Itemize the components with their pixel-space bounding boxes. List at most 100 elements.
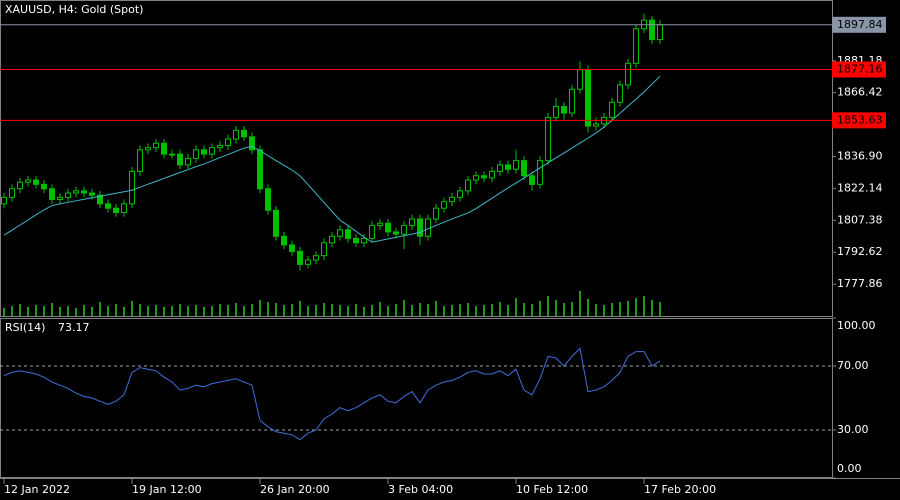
x-tick-label: 19 Jan 12:00 bbox=[132, 483, 202, 496]
volume-bar bbox=[147, 306, 149, 316]
volume-bar bbox=[219, 304, 221, 316]
y-tick-label: 0.00 bbox=[837, 462, 862, 475]
volume-bar bbox=[51, 303, 53, 316]
candle-body bbox=[449, 196, 455, 203]
candle-body bbox=[393, 231, 399, 235]
volume-bar bbox=[363, 307, 365, 316]
volume-bar bbox=[619, 302, 621, 316]
volume-bar bbox=[67, 306, 69, 316]
candle-body bbox=[97, 194, 103, 205]
candle-body bbox=[65, 192, 71, 198]
volume-bar bbox=[355, 304, 357, 316]
candle-body bbox=[529, 175, 535, 185]
volume-bar bbox=[579, 291, 581, 316]
candle-body bbox=[433, 207, 439, 220]
volume-bar bbox=[315, 305, 317, 316]
candle-body bbox=[505, 164, 511, 170]
volume-bar bbox=[659, 302, 661, 316]
candle-body bbox=[513, 160, 519, 170]
y-tick-label: 30.00 bbox=[837, 423, 869, 436]
candle-body bbox=[465, 179, 471, 192]
volume-bar bbox=[379, 302, 381, 316]
y-tick-label: 100.00 bbox=[837, 319, 876, 332]
volume-bar bbox=[83, 305, 85, 316]
candle-body bbox=[657, 24, 663, 41]
volume-bar bbox=[539, 301, 541, 316]
candle-body bbox=[193, 149, 199, 159]
candle-body bbox=[233, 129, 239, 140]
volume-bar bbox=[515, 298, 517, 316]
candle-body bbox=[257, 149, 263, 190]
candle-body bbox=[153, 142, 159, 149]
rsi-current: 73.17 bbox=[58, 321, 90, 334]
candle-body bbox=[297, 250, 303, 265]
volume-bar bbox=[259, 300, 261, 316]
volume-bar bbox=[195, 305, 197, 316]
candle-body bbox=[129, 170, 135, 205]
candle-body bbox=[161, 142, 167, 155]
candle-body bbox=[337, 229, 343, 237]
price-level-label: 1897.84 bbox=[837, 18, 883, 31]
candle-body bbox=[625, 62, 631, 86]
candle-body bbox=[553, 106, 559, 118]
candle-body bbox=[537, 160, 543, 185]
volume-bar bbox=[243, 306, 245, 316]
candle-body bbox=[273, 209, 279, 237]
y-tick-label: 1777.86 bbox=[837, 277, 883, 290]
candle-body bbox=[169, 153, 175, 156]
volume-bar bbox=[419, 303, 421, 316]
candle-body bbox=[265, 188, 271, 211]
volume-bar bbox=[203, 307, 205, 316]
y-tick-label: 1822.14 bbox=[837, 181, 883, 194]
x-tick-label: 10 Feb 12:00 bbox=[516, 483, 588, 496]
candle-body bbox=[305, 259, 311, 265]
candle-body bbox=[281, 235, 287, 246]
volume-bar bbox=[507, 305, 509, 316]
volume-bar bbox=[403, 300, 405, 316]
y-tick-label: 70.00 bbox=[837, 359, 869, 372]
candle-body bbox=[369, 224, 375, 239]
candle-body bbox=[185, 157, 191, 166]
candle-body bbox=[385, 222, 391, 233]
volume-bar bbox=[347, 306, 349, 316]
rsi-panel-frame bbox=[0, 318, 833, 478]
candle-body bbox=[1, 196, 7, 205]
volume-bar bbox=[283, 305, 285, 316]
volume-bar bbox=[499, 302, 501, 316]
candle-body bbox=[249, 136, 255, 151]
volume-bar bbox=[179, 304, 181, 316]
candle-body bbox=[17, 181, 23, 190]
volume-bar bbox=[611, 303, 613, 316]
volume-bar bbox=[227, 305, 229, 316]
candle-body bbox=[633, 28, 639, 64]
volume-bar bbox=[587, 299, 589, 316]
candle-body bbox=[9, 188, 15, 198]
price-level-box bbox=[832, 112, 886, 129]
price-level-box bbox=[832, 16, 886, 33]
moving-average bbox=[3, 75, 661, 243]
x-tick-label: 26 Jan 20:00 bbox=[260, 483, 330, 496]
volume-bar bbox=[635, 298, 637, 316]
volume-bar bbox=[603, 305, 605, 316]
candle-body bbox=[649, 19, 655, 41]
candle-body bbox=[329, 235, 335, 244]
candle-body bbox=[521, 160, 527, 177]
candle-body bbox=[497, 164, 503, 172]
volume-bar bbox=[299, 301, 301, 316]
candle-body bbox=[105, 203, 111, 209]
volume-bar bbox=[395, 304, 397, 316]
candle-body bbox=[577, 69, 583, 90]
volume-bar bbox=[491, 304, 493, 316]
candle-body bbox=[177, 153, 183, 166]
candle-body bbox=[321, 242, 327, 257]
candle-body bbox=[481, 175, 487, 179]
candle-body bbox=[33, 179, 39, 185]
volume-bar bbox=[531, 304, 533, 316]
candle-body bbox=[377, 222, 383, 226]
candle-body bbox=[201, 149, 207, 155]
candle-body bbox=[89, 192, 95, 196]
candle-body bbox=[41, 183, 47, 190]
candle-body bbox=[209, 147, 215, 155]
volume-bar bbox=[467, 303, 469, 316]
